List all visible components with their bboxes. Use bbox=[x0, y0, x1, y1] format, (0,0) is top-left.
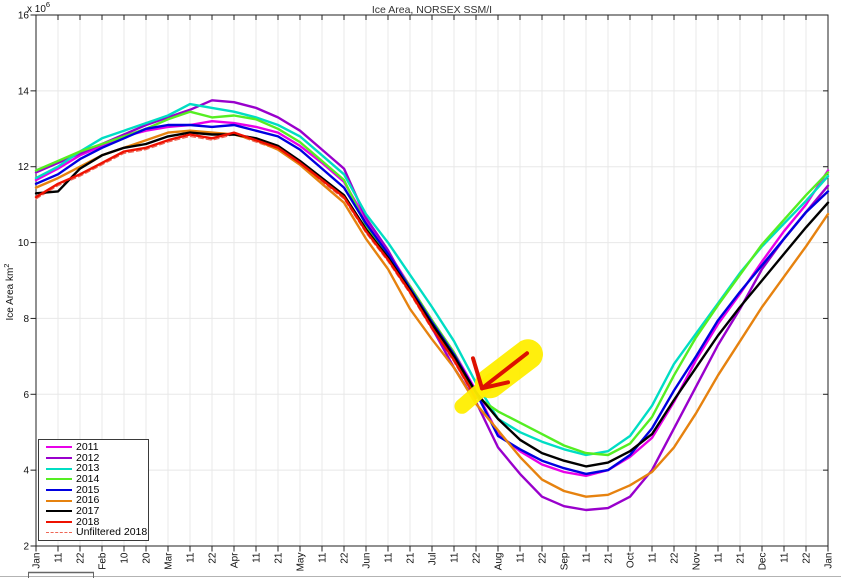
x-tick-label: Jun bbox=[362, 553, 373, 569]
legend-item-2015: 2015 bbox=[46, 485, 146, 496]
legend-label: 2012 bbox=[76, 451, 100, 464]
x-tick-label: 22 bbox=[802, 552, 813, 564]
legend-item-2016: 2016 bbox=[46, 495, 146, 506]
x-tick-label: 22 bbox=[472, 552, 483, 564]
x-tick-label: 11 bbox=[54, 552, 65, 563]
y-tick-label: 8 bbox=[23, 314, 29, 325]
x-tick-label: Apr bbox=[230, 552, 241, 568]
legend-item-unfiltered-2018: Unfiltered 2018 bbox=[46, 526, 148, 539]
y-axis-exponent: x 106 bbox=[27, 0, 50, 15]
legend-label: 2016 bbox=[76, 494, 100, 507]
x-tick-label: 22 bbox=[208, 552, 219, 564]
x-tick-label: 21 bbox=[604, 552, 615, 564]
legend-label: 2011 bbox=[76, 441, 99, 454]
x-tick-label: Jul bbox=[428, 553, 439, 566]
y-tick-label: 10 bbox=[18, 238, 30, 249]
y-tick-label: 14 bbox=[18, 86, 30, 97]
legend-item-2018: 2018 bbox=[46, 517, 146, 528]
y-axis: 2 4 6 8 10 12 14 16 bbox=[18, 11, 828, 553]
legend-label: 2013 bbox=[76, 462, 100, 475]
y-tick-label: 6 bbox=[23, 390, 29, 401]
x-tick-label: 22 bbox=[538, 552, 549, 564]
x-tick-label: 10 bbox=[120, 552, 131, 564]
x-tick-label: 22 bbox=[670, 552, 681, 564]
legend-item-2011: 2011 bbox=[46, 442, 146, 453]
chart-title: Ice Area, NORSEX SSM/I bbox=[371, 4, 493, 16]
x-tick-label: Nov bbox=[692, 553, 703, 571]
x-tick-label: 21 bbox=[406, 552, 417, 564]
legend-label: 2017 bbox=[76, 504, 100, 517]
y-tick-label: 2 bbox=[23, 542, 29, 553]
legend-item-2013: 2013 bbox=[46, 463, 146, 474]
legend-swatch bbox=[46, 467, 72, 470]
series-line-2016 bbox=[34, 129, 830, 498]
legend-item-2012: 2012 bbox=[46, 453, 146, 464]
legend-item-2014: 2014 bbox=[46, 474, 146, 485]
x-tick-label: 11 bbox=[582, 552, 593, 563]
x-tick-label: Sep bbox=[560, 552, 571, 570]
x-tick-label: 20 bbox=[142, 552, 153, 564]
legend-swatch bbox=[46, 532, 72, 534]
x-tick-label: 22 bbox=[76, 552, 87, 564]
annotation-arrow bbox=[454, 339, 543, 414]
x-tick-label: Feb bbox=[98, 552, 109, 570]
y-tick-label: 16 bbox=[18, 11, 30, 22]
legend-swatch bbox=[46, 478, 72, 481]
axis-labels: Ice Area km2 x 106 bbox=[2, 0, 50, 320]
x-tick-label: Mar bbox=[164, 552, 175, 570]
legend-swatch bbox=[46, 510, 72, 513]
legend-label: 2015 bbox=[76, 483, 100, 496]
x-tick-label: 21 bbox=[274, 552, 285, 564]
legend-swatch bbox=[46, 446, 72, 449]
x-tick-label: Dec bbox=[758, 553, 769, 571]
legend-box: 2011 2012 2013 2014 2015 2016 2017 2018 Unfilter… bbox=[38, 439, 149, 541]
series-line-2018 bbox=[34, 131, 478, 400]
x-tick-label: 11 bbox=[714, 552, 725, 563]
legend-swatch bbox=[46, 520, 72, 523]
x-tick-label: Jan bbox=[824, 553, 835, 569]
series-lines bbox=[34, 99, 830, 512]
x-tick-label: Jan bbox=[32, 553, 43, 569]
legend-swatch bbox=[46, 499, 72, 502]
legend-item-2017: 2017 bbox=[46, 506, 146, 517]
x-tick-label: 11 bbox=[450, 552, 461, 563]
y-axis-label: Ice Area km2 bbox=[2, 264, 16, 321]
gridlines bbox=[36, 15, 828, 546]
x-tick-label: 22 bbox=[340, 552, 351, 564]
legend-label: Unfiltered 2018 bbox=[76, 526, 148, 539]
x-tick-label: 21 bbox=[736, 552, 747, 564]
x-tick-label: Aug bbox=[494, 553, 505, 571]
y-tick-label: 4 bbox=[23, 466, 29, 477]
series-line-2013 bbox=[34, 102, 830, 457]
x-tick-label: 11 bbox=[384, 552, 395, 563]
x-tick-label: 11 bbox=[318, 552, 329, 563]
legend-swatch bbox=[46, 488, 72, 491]
legend-swatch bbox=[46, 457, 72, 460]
legend-label: 2014 bbox=[76, 473, 100, 486]
x-tick-label: 11 bbox=[648, 552, 659, 563]
y-tick-label: 12 bbox=[18, 162, 30, 173]
x-tick-label: Oct bbox=[626, 552, 637, 568]
x-tick-label: 11 bbox=[186, 552, 197, 563]
x-tick-label: May bbox=[296, 553, 307, 572]
x-tick-label: 11 bbox=[516, 552, 527, 563]
legend-label: 2018 bbox=[76, 515, 100, 528]
x-tick-label: 11 bbox=[780, 552, 791, 563]
series-line-2017 bbox=[34, 131, 830, 468]
x-axis: Jan 11 22 Feb 10 20 Mar 11 22 Apr 11 21 May 11 22 Jun 11… bbox=[32, 14, 835, 572]
screen-edge-artifact bbox=[0, 571, 841, 578]
x-tick-label: 11 bbox=[252, 552, 263, 563]
